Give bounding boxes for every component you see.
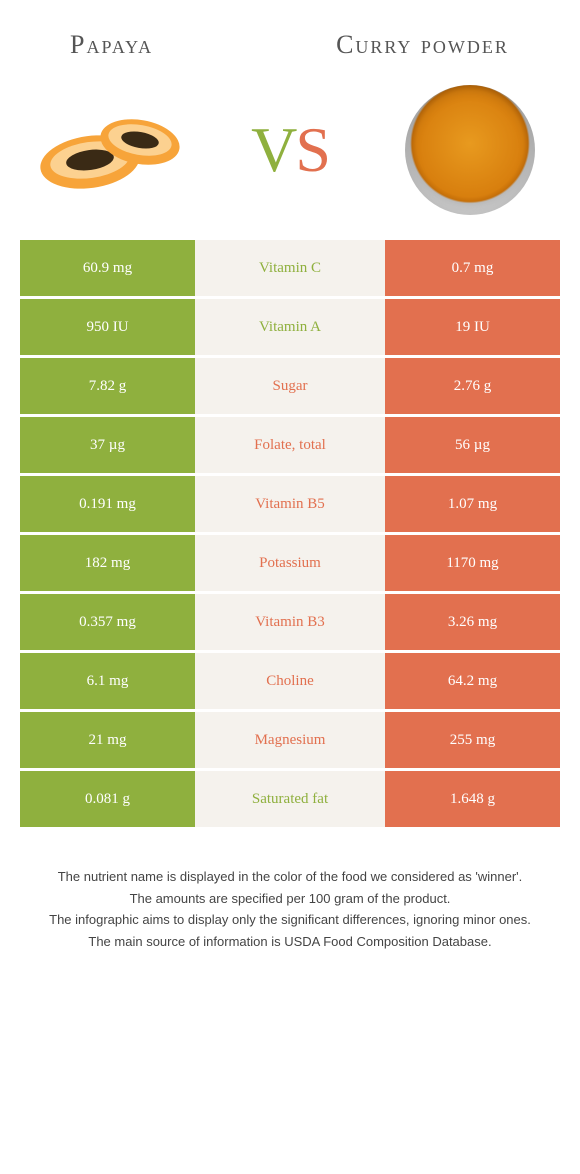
footer-line: The nutrient name is displayed in the co… <box>30 867 550 887</box>
nutrient-name: Magnesium <box>195 712 385 768</box>
right-value: 1.648 g <box>385 771 560 827</box>
images-row: VS <box>0 70 580 240</box>
nutrient-name: Choline <box>195 653 385 709</box>
vs-v: V <box>251 114 295 185</box>
table-row: 182 mgPotassium1170 mg <box>20 535 560 591</box>
right-value: 3.26 mg <box>385 594 560 650</box>
nutrient-name: Potassium <box>195 535 385 591</box>
left-value: 950 IU <box>20 299 195 355</box>
right-value: 2.76 g <box>385 358 560 414</box>
left-value: 37 µg <box>20 417 195 473</box>
left-value: 0.191 mg <box>20 476 195 532</box>
table-row: 0.191 mgVitamin B51.07 mg <box>20 476 560 532</box>
footer-notes: The nutrient name is displayed in the co… <box>0 867 580 951</box>
table-row: 950 IUVitamin A19 IU <box>20 299 560 355</box>
comparison-table: 60.9 mgVitamin C0.7 mg950 IUVitamin A19 … <box>20 240 560 827</box>
right-value: 1170 mg <box>385 535 560 591</box>
table-row: 37 µgFolate, total56 µg <box>20 417 560 473</box>
left-food-title: Papaya <box>40 30 305 60</box>
papaya-icon <box>30 90 190 210</box>
table-row: 21 mgMagnesium255 mg <box>20 712 560 768</box>
left-value: 0.357 mg <box>20 594 195 650</box>
table-row: 0.357 mgVitamin B33.26 mg <box>20 594 560 650</box>
left-value: 7.82 g <box>20 358 195 414</box>
right-value: 0.7 mg <box>385 240 560 296</box>
footer-line: The amounts are specified per 100 gram o… <box>30 889 550 909</box>
vs-label: VS <box>251 113 329 187</box>
table-row: 0.081 gSaturated fat1.648 g <box>20 771 560 827</box>
left-value: 6.1 mg <box>20 653 195 709</box>
table-row: 6.1 mgCholine64.2 mg <box>20 653 560 709</box>
nutrient-name: Vitamin C <box>195 240 385 296</box>
left-value: 21 mg <box>20 712 195 768</box>
footer-line: The main source of information is USDA F… <box>30 932 550 952</box>
right-food-title: Curry powder <box>305 31 540 60</box>
right-value: 19 IU <box>385 299 560 355</box>
table-row: 7.82 gSugar2.76 g <box>20 358 560 414</box>
nutrient-name: Saturated fat <box>195 771 385 827</box>
right-value: 255 mg <box>385 712 560 768</box>
curry-powder-icon <box>390 90 550 210</box>
table-row: 60.9 mgVitamin C0.7 mg <box>20 240 560 296</box>
footer-line: The infographic aims to display only the… <box>30 910 550 930</box>
right-value: 56 µg <box>385 417 560 473</box>
nutrient-name: Folate, total <box>195 417 385 473</box>
header: Papaya Curry powder <box>0 0 580 70</box>
right-value: 1.07 mg <box>385 476 560 532</box>
right-value: 64.2 mg <box>385 653 560 709</box>
nutrient-name: Vitamin B5 <box>195 476 385 532</box>
left-value: 182 mg <box>20 535 195 591</box>
left-value: 0.081 g <box>20 771 195 827</box>
nutrient-name: Vitamin B3 <box>195 594 385 650</box>
left-value: 60.9 mg <box>20 240 195 296</box>
vs-s: S <box>295 114 329 185</box>
nutrient-name: Vitamin A <box>195 299 385 355</box>
nutrient-name: Sugar <box>195 358 385 414</box>
